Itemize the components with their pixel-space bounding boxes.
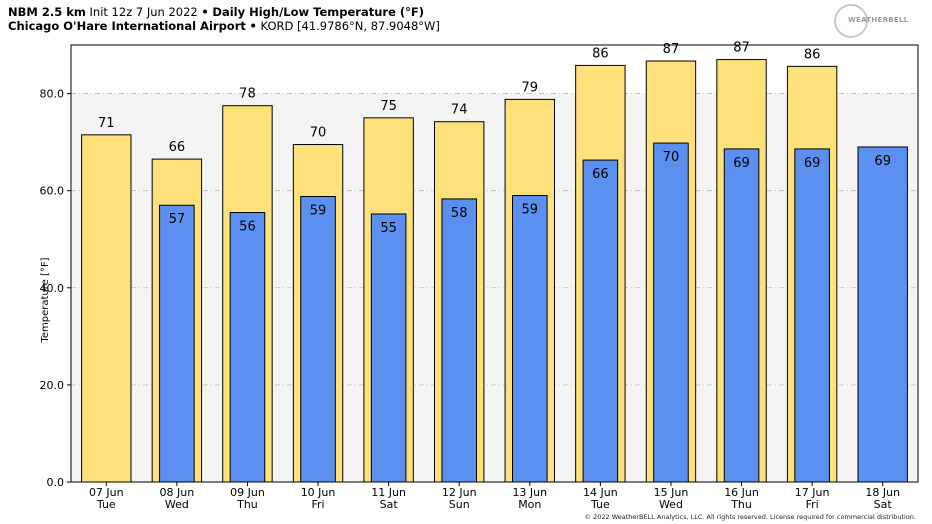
high-value-label: 71 bbox=[98, 116, 115, 131]
x-tick-label-date: 16 Jun bbox=[724, 486, 759, 499]
x-tick-label-date: 13 Jun bbox=[512, 486, 547, 499]
low-bar bbox=[511, 195, 548, 483]
y-tick-label: 40.0 bbox=[40, 282, 65, 295]
x-tick-label-date: 15 Jun bbox=[654, 486, 689, 499]
low-value-label: 57 bbox=[169, 212, 186, 227]
low-bar bbox=[582, 159, 619, 483]
x-tick-label-day: Sat bbox=[380, 498, 399, 511]
plot-frame bbox=[70, 44, 919, 483]
high-value-label: 75 bbox=[380, 99, 397, 114]
sep-2: • bbox=[249, 19, 257, 33]
x-tick-label-day: Mon bbox=[518, 498, 541, 511]
y-tick-label: 60.0 bbox=[40, 185, 65, 198]
y-axis-label: Temperature [°F] bbox=[40, 257, 52, 343]
x-tick-label-date: 12 Jun bbox=[442, 486, 477, 499]
high-value-label: 70 bbox=[310, 126, 327, 141]
low-value-label: 58 bbox=[451, 206, 468, 221]
high-value-label: 78 bbox=[239, 87, 256, 102]
low-value-label: 69 bbox=[733, 156, 750, 171]
sep-1: • bbox=[201, 5, 209, 19]
high-value-label: 87 bbox=[733, 41, 750, 56]
header-line-2: Chicago O'Hare International Airport • K… bbox=[8, 19, 440, 33]
product-title: Daily High/Low Temperature (°F) bbox=[212, 5, 424, 19]
y-tick-label: 20.0 bbox=[40, 379, 65, 392]
x-tick-label-date: 08 Jun bbox=[160, 486, 195, 499]
low-bar bbox=[441, 198, 478, 483]
x-tick-label-day: Fri bbox=[806, 498, 819, 511]
low-value-label: 59 bbox=[522, 203, 539, 218]
x-tick-label-day: Tue bbox=[96, 498, 116, 511]
high-value-label: 86 bbox=[804, 47, 821, 62]
low-value-label: 69 bbox=[874, 154, 891, 169]
x-tick-label-date: 10 Jun bbox=[301, 486, 336, 499]
x-tick-label-day: Wed bbox=[165, 498, 189, 511]
low-value-label: 59 bbox=[310, 203, 327, 218]
x-tick-label-day: Fri bbox=[311, 498, 324, 511]
y-tick-label: 0.0 bbox=[47, 476, 65, 489]
low-bar bbox=[370, 213, 407, 483]
x-tick-label-date: 11 Jun bbox=[371, 486, 406, 499]
low-bar bbox=[300, 195, 336, 483]
low-value-label: 66 bbox=[592, 167, 609, 182]
high-value-label: 74 bbox=[451, 103, 468, 118]
high-value-label: 86 bbox=[592, 46, 609, 61]
x-tick-label-day: Sat bbox=[874, 498, 893, 511]
x-tick-label-day: Sun bbox=[449, 498, 470, 511]
x-tick-label-day: Wed bbox=[659, 498, 683, 511]
x-tick-label-day: Thu bbox=[236, 498, 258, 511]
station-name: Chicago O'Hare International Airport bbox=[8, 19, 246, 33]
low-bar bbox=[723, 148, 760, 483]
x-tick-label-date: 17 Jun bbox=[795, 486, 830, 499]
init-time: Init 12z 7 Jun 2022 bbox=[89, 5, 198, 19]
header-line-1: NBM 2.5 km Init 12z 7 Jun 2022 • Daily H… bbox=[8, 5, 424, 19]
model-name: NBM 2.5 km bbox=[8, 5, 86, 19]
x-tick-label-day: Tue bbox=[590, 498, 610, 511]
copyright: © 2022 WeatherBELL Analytics, LLC. All r… bbox=[584, 513, 916, 521]
weatherbell-logo: WEATHERBELL bbox=[832, 4, 918, 38]
low-value-label: 55 bbox=[380, 221, 397, 236]
low-value-label: 56 bbox=[239, 220, 256, 235]
x-tick-label-date: 07 Jun bbox=[89, 486, 124, 499]
high-value-label: 79 bbox=[522, 80, 539, 95]
low-bar bbox=[653, 142, 689, 483]
low-bar bbox=[159, 204, 195, 483]
station-id: KORD [41.9786°N, 87.9048°W] bbox=[260, 19, 440, 33]
low-bar bbox=[229, 212, 266, 483]
low-bar bbox=[857, 146, 908, 483]
low-bar bbox=[794, 148, 830, 483]
x-tick-label-date: 18 Jun bbox=[865, 486, 900, 499]
low-value-label: 69 bbox=[804, 156, 821, 171]
high-value-label: 87 bbox=[663, 42, 680, 57]
high-value-label: 66 bbox=[169, 140, 186, 155]
x-tick-label-date: 09 Jun bbox=[230, 486, 265, 499]
low-value-label: 70 bbox=[663, 150, 680, 165]
x-tick-label-date: 14 Jun bbox=[583, 486, 618, 499]
logo-text: WEATHERBELL bbox=[848, 16, 909, 24]
x-tick-label-day: Thu bbox=[730, 498, 752, 511]
high-bar bbox=[81, 134, 132, 483]
y-tick-label: 80.0 bbox=[40, 88, 65, 101]
logo-ring-icon bbox=[834, 4, 868, 38]
